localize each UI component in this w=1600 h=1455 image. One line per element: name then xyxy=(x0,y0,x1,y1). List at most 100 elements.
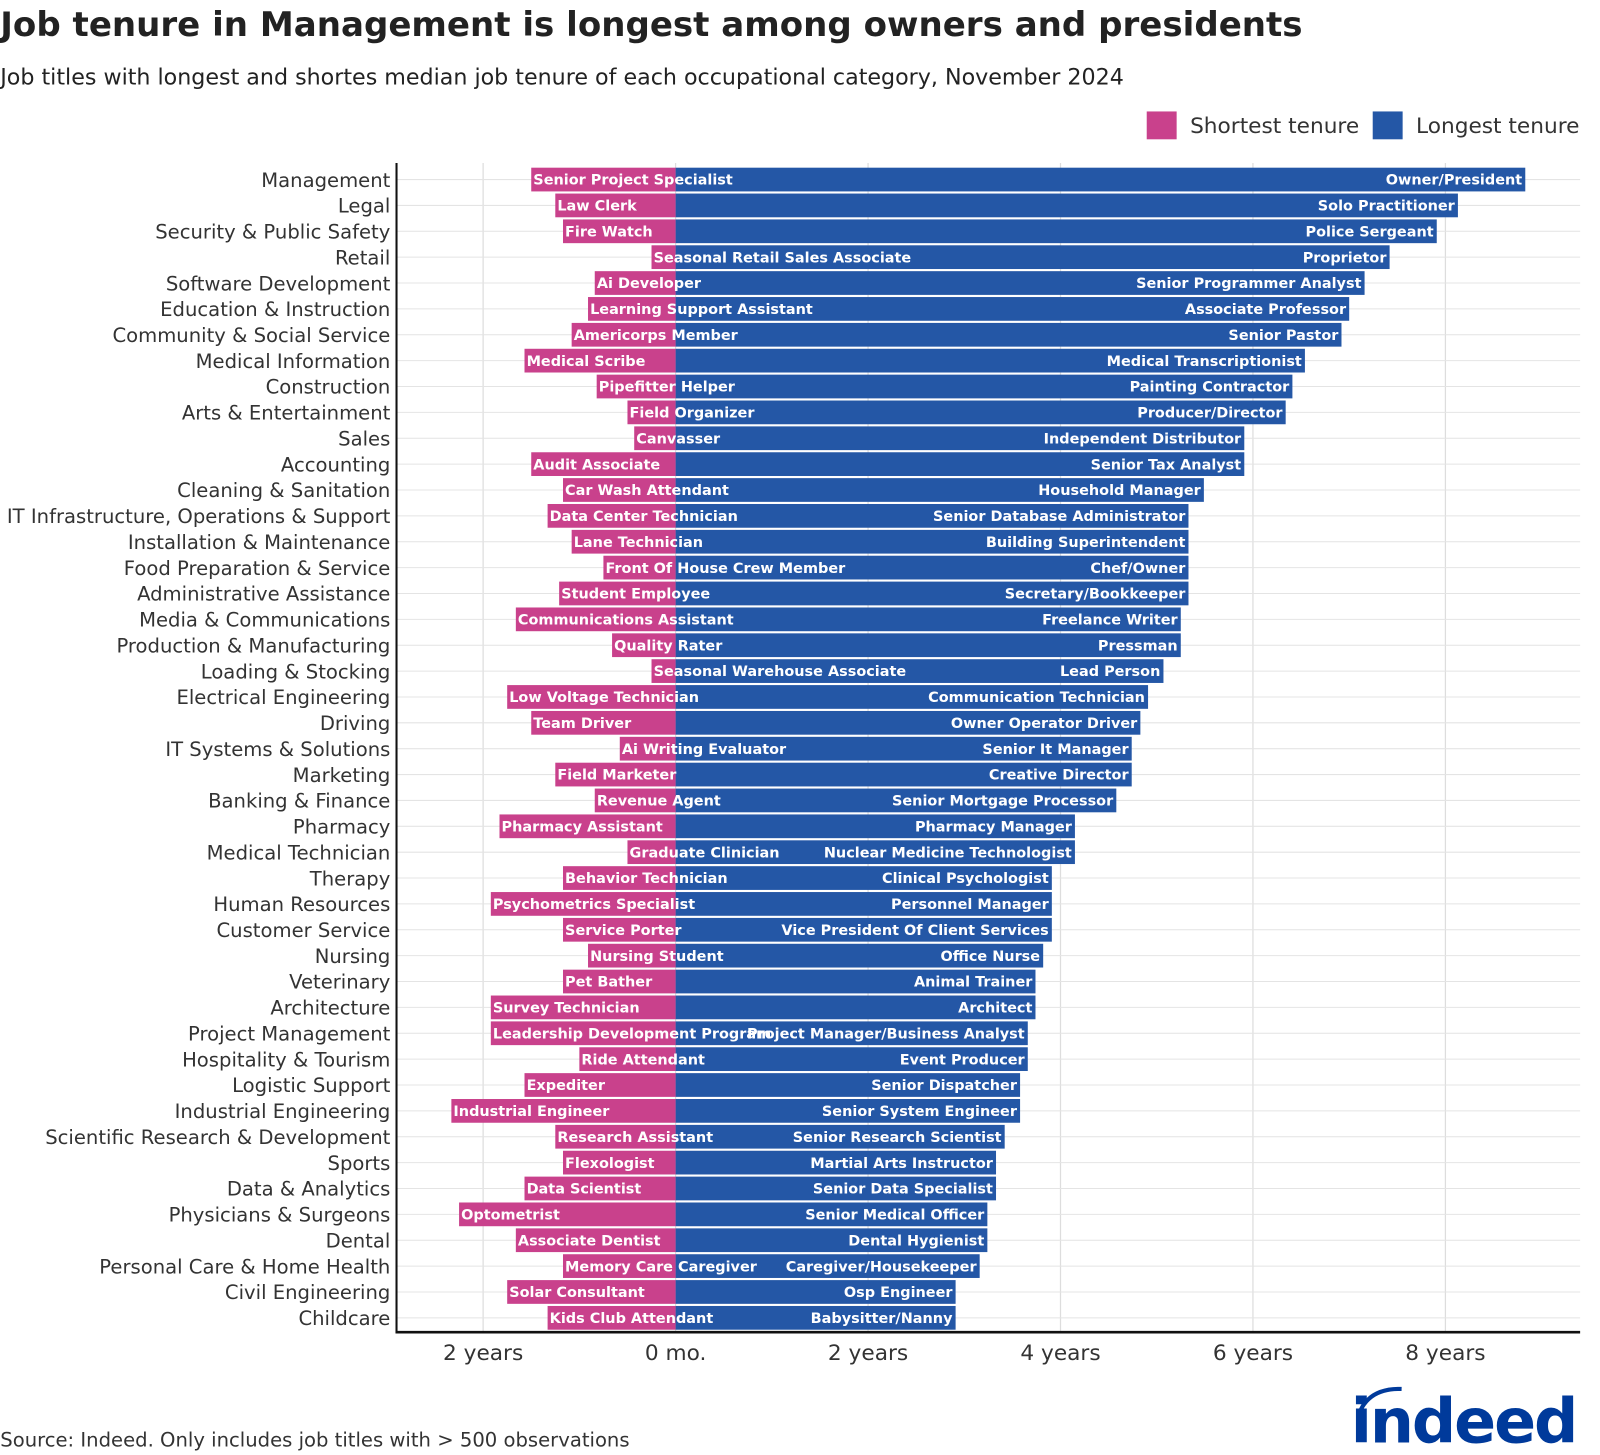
longest-tenure-bar xyxy=(675,969,1036,994)
longest-tenure-bar xyxy=(675,788,1117,813)
category-label: Logistic Support xyxy=(232,1074,391,1097)
longest-tenure-bar xyxy=(675,322,1342,347)
bars: Owner/President Senior Project Specialist… xyxy=(451,167,1526,1330)
shortest-tenure-label: Ai Developer xyxy=(597,276,702,292)
longest-tenure-label: Osp Engineer xyxy=(844,1285,954,1301)
longest-tenure-label: Nuclear Medicine Technologist xyxy=(824,845,1072,861)
category-labels: Management Legal Security & Public SafetyR… xyxy=(7,169,391,1330)
shortest-tenure-label: Car Wash Attendant xyxy=(565,483,729,499)
longest-tenure-bar xyxy=(675,452,1245,476)
longest-tenure-bar xyxy=(675,995,1036,1020)
shortest-tenure-bar xyxy=(619,736,676,761)
longest-tenure-bar xyxy=(675,866,1052,890)
longest-tenure-bar xyxy=(675,633,1181,658)
shortest-tenure-label: Law Clerk xyxy=(557,199,637,215)
chart-subtitle: Job titles with longest and shortes medi… xyxy=(0,65,1124,91)
shortest-tenure-label: Field Marketer xyxy=(557,768,677,784)
longest-tenure-label: Caregiver/Housekeeper xyxy=(786,1259,978,1275)
longest-tenure-label: Painting Contractor xyxy=(1130,380,1291,396)
shortest-tenure-label: Service Porter xyxy=(565,923,682,939)
shortest-tenure-bar xyxy=(588,943,676,968)
shortest-tenure-bar xyxy=(627,840,676,865)
category-label: Scientific Research & Development xyxy=(45,1126,390,1149)
longest-tenure-bar xyxy=(675,503,1189,528)
longest-tenure-bar xyxy=(675,1073,1021,1097)
longest-tenure-bar xyxy=(675,167,1526,192)
shortest-tenure-bar xyxy=(651,659,676,683)
longest-tenure-bar xyxy=(675,685,1149,709)
shortest-tenure-label: Pharmacy Assistant xyxy=(502,819,663,835)
svg-text:indeed: indeed xyxy=(1351,1386,1577,1455)
category-label: Food Preparation & Service xyxy=(124,557,391,580)
shortest-tenure-bar xyxy=(524,1176,676,1201)
longest-tenure-bar xyxy=(675,529,1189,554)
longest-tenure-bar xyxy=(675,1124,1005,1149)
longest-tenure-bar xyxy=(675,1047,1028,1072)
longest-tenure-bar xyxy=(675,219,1437,244)
longest-tenure-bar xyxy=(675,840,1075,865)
category-label: Driving xyxy=(320,712,390,735)
shortest-tenure-label: Medical Scribe xyxy=(527,354,646,370)
category-label: Security & Public Safety xyxy=(155,221,390,244)
longest-tenure-label: Pharmacy Manager xyxy=(915,819,1073,835)
longest-tenure-bar xyxy=(675,943,1044,968)
shortest-tenure-bar xyxy=(524,1073,676,1097)
category-label: IT Systems & Solutions xyxy=(165,738,390,761)
shortest-tenure-bar xyxy=(594,788,676,813)
x-tick-label: 8 years xyxy=(1405,1341,1485,1366)
longest-tenure-label: Senior System Engineer xyxy=(822,1104,1018,1120)
shortest-tenure-label: Pipefitter Helper xyxy=(599,380,736,396)
shortest-tenure-label: Expediter xyxy=(527,1078,606,1094)
longest-tenure-label: Personnel Manager xyxy=(891,897,1050,913)
shortest-tenure-label: Fire Watch xyxy=(565,224,653,240)
longest-tenure-bar xyxy=(675,271,1365,295)
longest-tenure-label: Creative Director xyxy=(989,768,1130,784)
category-label: Cleaning & Sanitation xyxy=(177,479,390,502)
category-label: IT Infrastructure, Operations & Support xyxy=(7,505,391,528)
longest-tenure-label: Senior Data Specialist xyxy=(813,1182,993,1198)
shortest-tenure-bar xyxy=(555,762,676,787)
longest-tenure-label: Project Manager/Business Analyst xyxy=(747,1026,1025,1042)
longest-tenure-bar xyxy=(675,193,1458,218)
shortest-tenure-bar xyxy=(596,374,676,399)
category-label: Banking & Finance xyxy=(208,790,390,813)
longest-tenure-bar xyxy=(675,917,1052,942)
category-label: Arts & Entertainment xyxy=(182,402,391,425)
shortest-tenure-label: Communications Assistant xyxy=(518,613,734,629)
shortest-tenure-bar xyxy=(490,892,676,916)
shortest-tenure-label: Seasonal Warehouse Associate xyxy=(654,664,907,680)
longest-tenure-label: Vice President Of Client Services xyxy=(781,923,1048,939)
longest-tenure-bar xyxy=(675,1305,956,1330)
longest-tenure-label: Producer/Director xyxy=(1137,406,1283,422)
shortest-tenure-label: Lane Technician xyxy=(574,535,703,551)
category-label: Loading & Stocking xyxy=(201,660,391,683)
shortest-tenure-bar xyxy=(562,219,676,244)
longest-tenure-bar xyxy=(675,348,1305,373)
shortest-tenure-bar xyxy=(515,607,676,632)
longest-tenure-bar xyxy=(675,607,1181,632)
category-label: Sports xyxy=(328,1152,391,1175)
shortest-tenure-bar xyxy=(612,633,676,658)
category-label: Production & Manufacturing xyxy=(116,634,390,657)
longest-tenure-label: Owner Operator Driver xyxy=(951,716,1138,732)
shortest-tenure-bar xyxy=(562,1150,676,1175)
longest-tenure-label: Freelance Writer xyxy=(1042,613,1178,629)
longest-tenure-bar xyxy=(675,245,1390,270)
longest-tenure-bar xyxy=(675,1280,956,1304)
longest-tenure-bar xyxy=(675,1150,997,1175)
shortest-tenure-bar xyxy=(588,297,676,321)
shortest-tenure-bar xyxy=(571,529,676,554)
shortest-tenure-label: Graduate Clinician xyxy=(630,845,780,861)
longest-tenure-bar xyxy=(675,762,1132,787)
category-label: Therapy xyxy=(309,867,391,890)
shortest-tenure-label: Audit Associate xyxy=(533,457,660,473)
category-label: Software Development xyxy=(166,272,391,295)
longest-tenure-bar xyxy=(675,814,1075,839)
x-tick-label: 2 years xyxy=(828,1341,908,1366)
longest-tenure-label: Associate Professor xyxy=(1185,302,1347,318)
shortest-tenure-bar xyxy=(562,478,676,502)
shortest-tenure-bar xyxy=(531,710,676,735)
legend: Shortest tenure Longest tenure xyxy=(1146,111,1579,140)
longest-tenure-label: Police Sergeant xyxy=(1306,224,1434,240)
source-note: Source: Indeed. Only includes job titles… xyxy=(0,1429,629,1452)
